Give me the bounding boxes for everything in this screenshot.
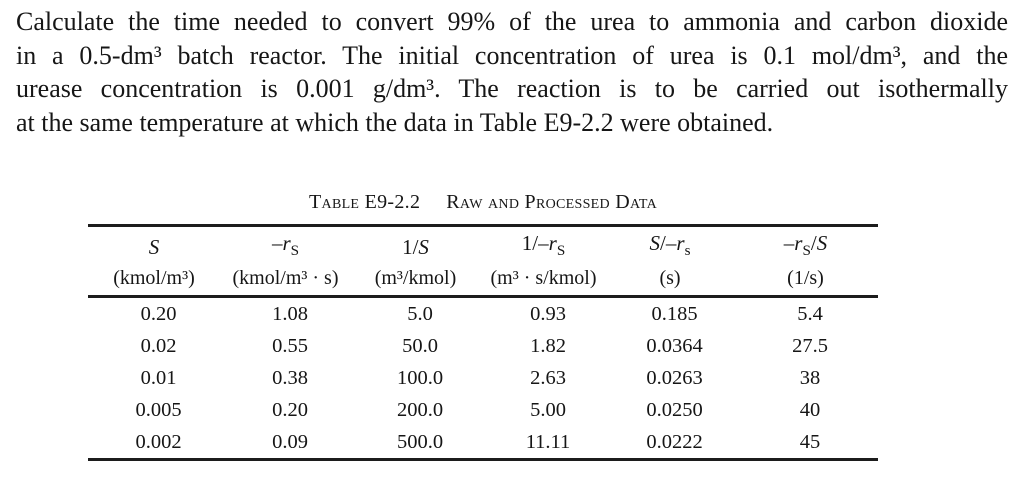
table-title: Table E9-2.2 Raw and Processed Data	[88, 191, 878, 214]
table-cell: 2.63	[530, 366, 566, 389]
table-cell: 0.0222	[646, 430, 703, 453]
column-unit: (s)	[607, 265, 733, 299]
symbol-subscript: S	[556, 243, 566, 260]
table-cell: 0.0263	[646, 366, 703, 389]
column-header: –rS/S	[733, 226, 878, 266]
header-symbols-row: S –rS 1/S 1/–rS S/–rs –rS/S	[88, 226, 878, 266]
problem-line: in a 0.5-dm³ batch reactor. The initial …	[16, 41, 1008, 75]
table-cell: 1.82	[530, 334, 566, 357]
symbol-part: S	[148, 235, 160, 260]
problem-line-text: Calculate the time needed to convert 99%…	[16, 7, 1008, 36]
table-cell: 0.005	[135, 398, 182, 421]
column-header: 1/–rS	[480, 226, 607, 266]
table-cell: 50.0	[402, 334, 438, 357]
table-cell: 38	[799, 366, 821, 389]
header-units-row: (kmol/m³) (kmol/m³ · s) (m³/kmol) (m³ · …	[88, 265, 878, 299]
table-number: Table E9-2.2	[309, 191, 421, 213]
problem-line-text: in a 0.5-dm³ batch reactor. The initial …	[16, 40, 1008, 70]
table-cell: 11.11	[525, 430, 571, 453]
table-cell: 0.002	[135, 430, 182, 453]
table-cell: 0.09	[272, 430, 308, 453]
column-header: –rS	[220, 226, 351, 266]
table-row: 0.005 0.20 200.0 5.00 0.0250 40	[88, 394, 878, 426]
table-cell: 5.0	[407, 302, 433, 325]
table-caption: Raw and Processed Data	[446, 191, 657, 213]
table-cell: 5.4	[797, 302, 823, 325]
symbol-part: S	[649, 231, 661, 255]
table-cell: 100.0	[396, 366, 444, 389]
symbol-part: 1/–	[521, 231, 549, 255]
table-cell: 0.38	[272, 366, 308, 389]
table-body: 0.20 1.08 5.0 0.93 0.185 5.4 0.02 0.55 50.0 1.82 0…	[88, 297, 878, 460]
table-cell: 1.08	[272, 302, 308, 325]
symbol-part: r	[282, 231, 291, 255]
table-cell: 5.00	[530, 398, 566, 421]
table-row: 0.002 0.09 500.0 11.11 0.0222 45	[88, 426, 878, 460]
table-cell: 40	[799, 398, 821, 421]
column-unit: (kmol/m³)	[88, 265, 220, 299]
column-unit: (m³ · s/kmol)	[480, 265, 607, 299]
table-cell: 0.55	[272, 334, 308, 357]
table-cell: 0.0250	[646, 398, 703, 421]
table-cell: 0.185	[651, 302, 698, 325]
table-cell: 0.01	[140, 366, 177, 389]
symbol-part: 1/	[402, 235, 419, 260]
data-table: S –rS 1/S 1/–rS S/–rs –rS/S (kmol/m³) (k…	[88, 224, 878, 462]
symbol-part: S	[418, 235, 429, 260]
table-cell: 27.5	[792, 334, 828, 357]
table-cell: 0.20	[272, 398, 308, 421]
table-row: 0.02 0.55 50.0 1.82 0.0364 27.5	[88, 330, 878, 362]
symbol-subscript: S	[802, 243, 811, 260]
symbol-part: S	[816, 231, 828, 255]
symbol-part: r	[676, 231, 685, 255]
symbol-part: r	[794, 231, 803, 255]
table-cell: 500.0	[396, 430, 444, 453]
problem-statement: Calculate the time needed to convert 99%…	[16, 7, 1008, 141]
symbol-subscript: S	[290, 243, 300, 260]
column-unit: (1/s)	[733, 265, 878, 299]
problem-line-text: urease concentration is 0.001 g/dm³. The…	[16, 74, 1008, 103]
column-header: 1/S	[351, 226, 480, 266]
table-cell: 0.02	[140, 334, 177, 357]
table-row: 0.20 1.08 5.0 0.93 0.185 5.4	[88, 297, 878, 331]
column-unit: (kmol/m³ · s)	[220, 265, 351, 299]
problem-line-text: at the same temperature at which the dat…	[16, 107, 774, 137]
table-cell: 0.0364	[646, 334, 703, 357]
symbol-part: /–	[660, 231, 677, 255]
table-row: 0.01 0.38 100.0 2.63 0.0263 38	[88, 362, 878, 394]
symbol-part: r	[548, 231, 557, 255]
table-cell: 0.20	[140, 302, 177, 325]
table-cell: 200.0	[396, 398, 444, 421]
column-header: S/–rs	[607, 226, 733, 266]
symbol-part: /	[810, 231, 817, 255]
column-unit: (m³/kmol)	[351, 265, 480, 299]
table-head: S –rS 1/S 1/–rS S/–rs –rS/S (kmol/m³) (k…	[88, 226, 878, 299]
symbol-part: –	[783, 231, 795, 255]
problem-line: at the same temperature at which the dat…	[16, 108, 1008, 142]
problem-line: Calculate the time needed to convert 99%…	[16, 7, 1008, 41]
column-header: S	[88, 226, 220, 266]
symbol-part: –	[271, 231, 283, 255]
table-cell: 45	[799, 430, 821, 453]
table-cell: 0.93	[530, 302, 566, 325]
symbol-subscript: s	[684, 243, 691, 260]
problem-line: urease concentration is 0.001 g/dm³. The…	[16, 74, 1008, 108]
